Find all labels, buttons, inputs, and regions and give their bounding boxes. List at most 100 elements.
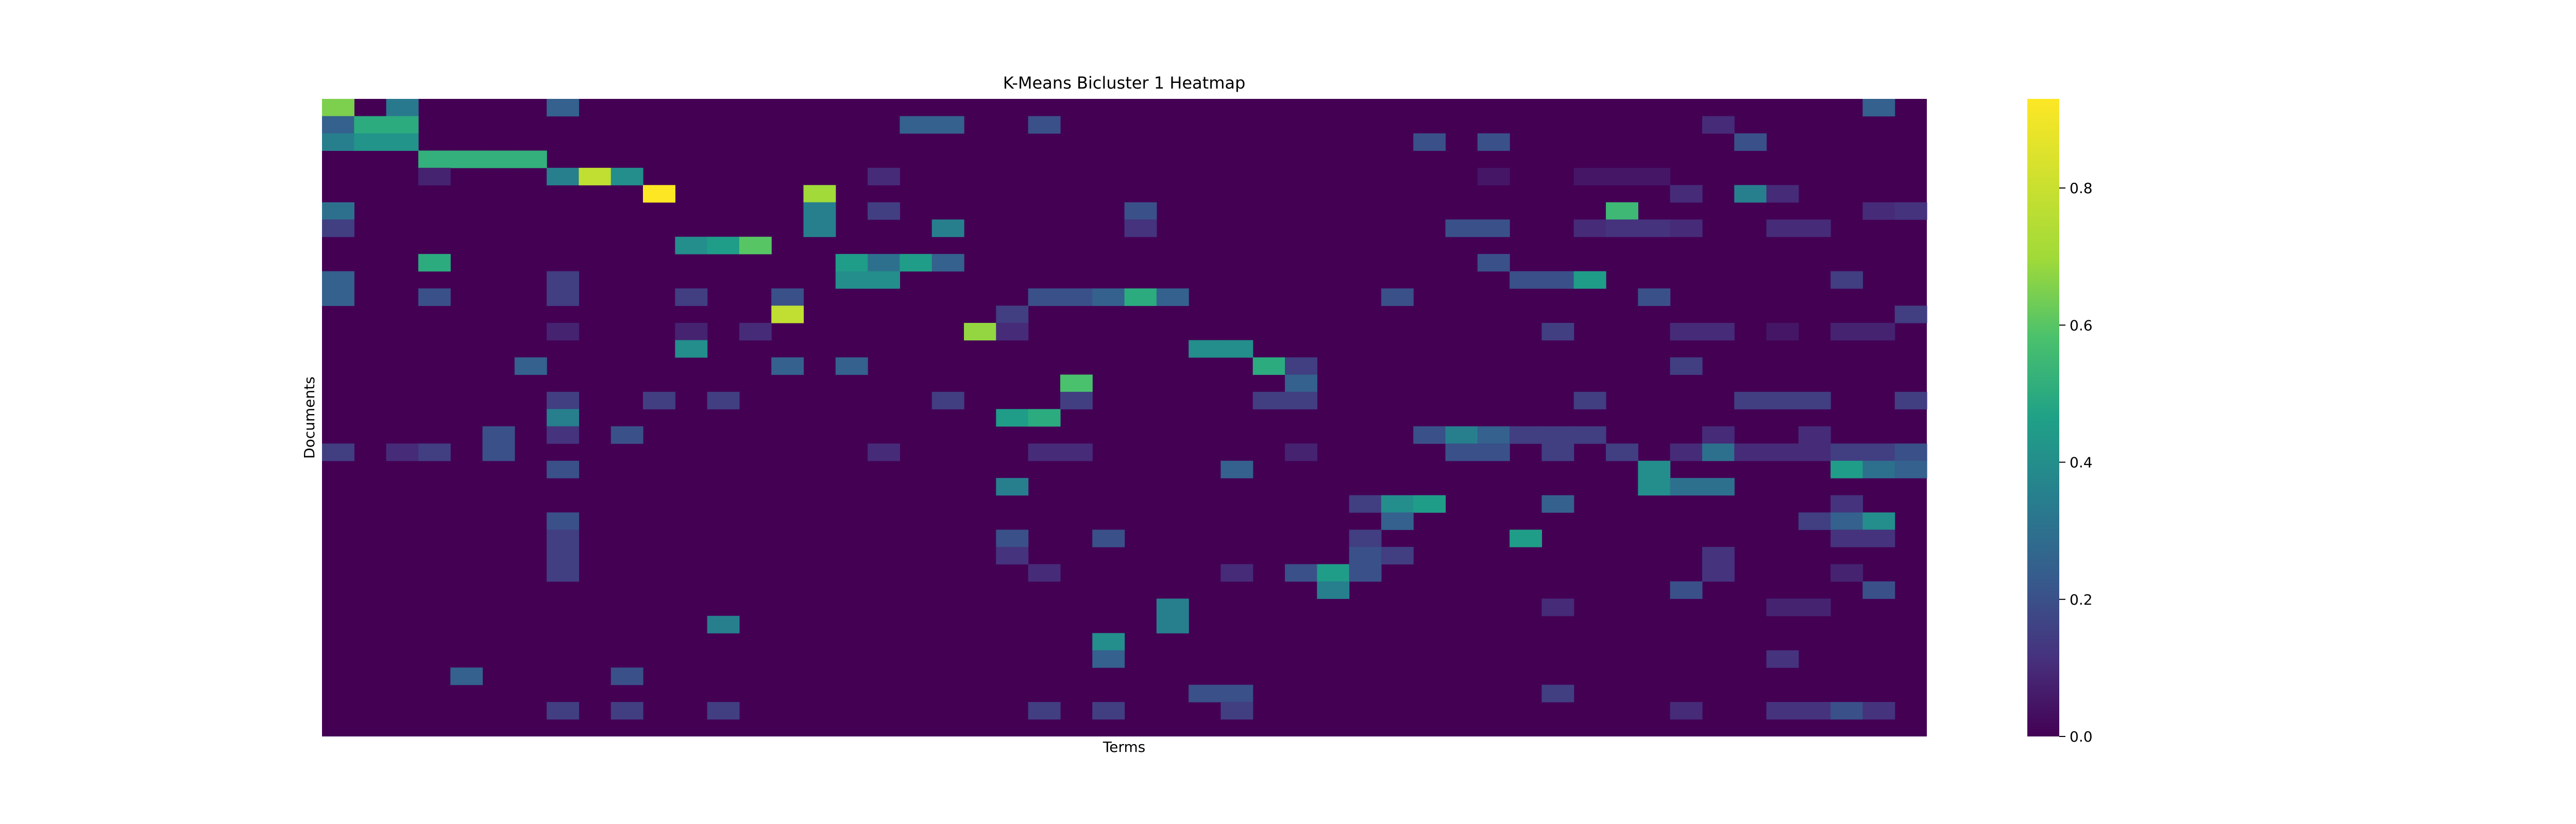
heatmap-cell: [1702, 443, 1735, 461]
heatmap-cell: [547, 460, 579, 478]
heatmap-cell: [1317, 564, 1350, 582]
colorbar: [2027, 99, 2059, 736]
heatmap-cell: [1349, 546, 1382, 565]
heatmap-cell: [1252, 391, 1285, 409]
heatmap-cell: [1638, 460, 1671, 478]
heatmap-cell: [996, 409, 1029, 427]
heatmap-cell: [1285, 357, 1317, 375]
heatmap-cell: [547, 391, 579, 409]
heatmap-cell: [1798, 391, 1831, 409]
heatmap-cell: [771, 357, 804, 375]
heatmap-cell: [996, 478, 1029, 496]
heatmap-cell: [1831, 271, 1863, 289]
heatmap-cell: [482, 150, 515, 168]
heatmap-cell: [1831, 512, 1863, 530]
heatmap-cell: [1285, 374, 1317, 392]
heatmap-cell: [1541, 426, 1574, 444]
heatmap-cell: [1894, 391, 1927, 409]
heatmap-cell: [1028, 116, 1061, 134]
heatmap-cell: [1702, 322, 1735, 341]
heatmap-cell: [1156, 615, 1189, 633]
heatmap-cell: [1477, 443, 1510, 461]
heatmap-cell: [547, 322, 579, 341]
heatmap-cell: [1349, 529, 1382, 547]
heatmap-cell: [1060, 443, 1093, 461]
heatmap-cell: [643, 391, 675, 409]
heatmap-cell: [611, 426, 643, 444]
heatmap-cell: [547, 99, 579, 117]
heatmap-cell: [1285, 391, 1317, 409]
heatmap-cell: [1734, 391, 1767, 409]
heatmap-cell: [1670, 478, 1703, 496]
heatmap-cell: [1638, 288, 1671, 306]
heatmap-cell: [1092, 633, 1125, 651]
heatmap-cell: [1638, 219, 1671, 237]
heatmap-cell: [1862, 460, 1895, 478]
heatmap-cell: [418, 167, 451, 185]
heatmap-cell: [547, 271, 579, 289]
heatmap-cell: [1862, 322, 1895, 341]
heatmap-cell: [322, 443, 354, 461]
colorbar-tick-label: 0.8: [2070, 180, 2093, 197]
heatmap-cell: [1028, 564, 1061, 582]
heatmap-cell: [418, 443, 451, 461]
heatmap-cell: [547, 546, 579, 565]
heatmap-cell: [931, 391, 964, 409]
heatmap-cell: [1156, 288, 1189, 306]
chart-title: K-Means Bicluster 1 Heatmap: [1003, 73, 1246, 93]
heatmap-cell: [996, 529, 1029, 547]
heatmap-cell: [1670, 581, 1703, 599]
heatmap-cell: [1381, 288, 1414, 306]
heatmap-cell: [707, 615, 740, 633]
heatmap-cell: [322, 288, 354, 306]
heatmap-cell: [1831, 495, 1863, 513]
heatmap-cell: [1606, 443, 1638, 461]
heatmap-cell: [1285, 564, 1317, 582]
heatmap-cell: [547, 426, 579, 444]
heatmap-cell: [1638, 478, 1671, 496]
heatmap-cell: [835, 357, 868, 375]
heatmap-cell: [900, 116, 933, 134]
heatmap-cell: [1798, 598, 1831, 616]
heatmap-cell: [1541, 443, 1574, 461]
heatmap-cell: [931, 116, 964, 134]
heatmap-cell: [1060, 374, 1093, 392]
heatmap-cell: [1252, 357, 1285, 375]
heatmap-cell: [1060, 288, 1093, 306]
heatmap-cell: [964, 322, 996, 341]
heatmap-cell: [1766, 650, 1799, 668]
heatmap-cell: [1606, 167, 1638, 185]
heatmap-cell: [771, 305, 804, 323]
heatmap-cell: [547, 167, 579, 185]
heatmap-cell: [1349, 564, 1382, 582]
heatmap-cell: [322, 202, 354, 220]
heatmap-cell: [322, 116, 354, 134]
heatmap-cell: [1894, 443, 1927, 461]
heatmap-cell: [1734, 185, 1767, 203]
heatmap-cell: [835, 254, 868, 272]
heatmap-cell: [1862, 529, 1895, 547]
heatmap-cell: [1221, 702, 1253, 720]
heatmap-cell: [1831, 529, 1863, 547]
heatmap-cell: [996, 322, 1029, 341]
heatmap-cell: [1766, 219, 1799, 237]
heatmap-cell: [386, 133, 419, 151]
heatmap-cell: [1317, 581, 1350, 599]
heatmap-cell: [1510, 426, 1542, 444]
heatmap-cell: [868, 443, 900, 461]
y-axis-label: Documents: [301, 376, 318, 459]
heatmap-cell: [996, 305, 1029, 323]
heatmap-cell: [547, 288, 579, 306]
heatmap-cell: [931, 254, 964, 272]
heatmap-cell: [900, 254, 933, 272]
heatmap-cell: [868, 254, 900, 272]
heatmap-cell: [675, 236, 708, 254]
heatmap-cell: [1862, 702, 1895, 720]
heatmap-cell: [1028, 409, 1061, 427]
heatmap-cell: [1734, 443, 1767, 461]
heatmap-cell: [418, 288, 451, 306]
heatmap-cell: [1573, 167, 1606, 185]
heatmap-cell: [1189, 684, 1221, 702]
heatmap-cell: [868, 167, 900, 185]
